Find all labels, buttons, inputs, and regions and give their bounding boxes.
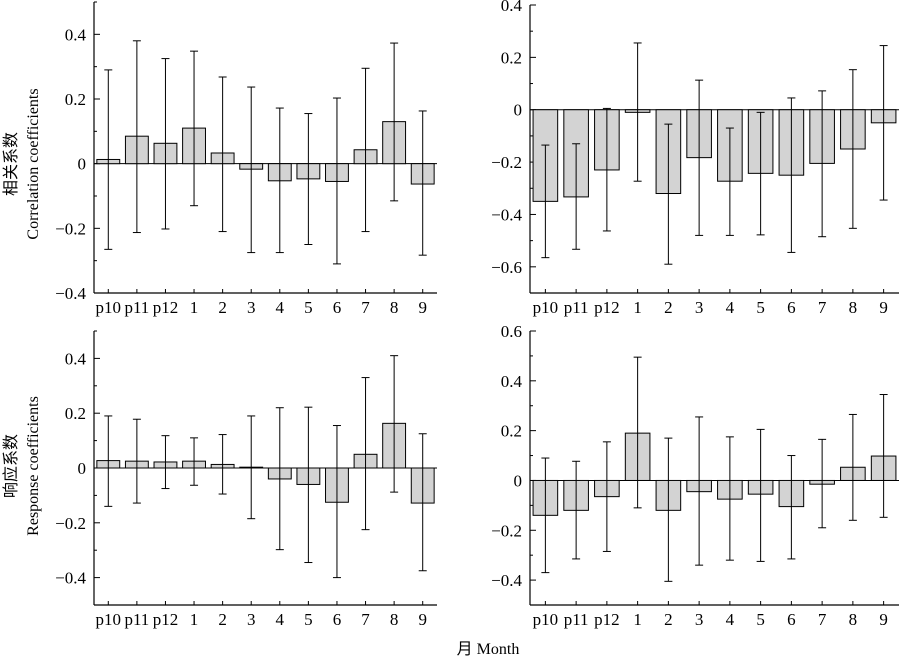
x-tick-label: 5 [756,298,765,317]
x-tick-label: 4 [276,298,285,317]
x-tick-label: 4 [726,298,735,317]
x-tick-label: 9 [418,298,427,317]
y-tick-label: −0.2 [55,219,86,238]
x-tick-label: 2 [218,610,227,629]
x-tick-label: p10 [96,298,122,317]
x-axis-label: 月 Month [457,641,520,658]
x-tick-label: 1 [190,298,199,317]
x-tick-label: p11 [564,298,589,317]
x-tick-label: p11 [124,610,149,629]
y-tick-label: 0.2 [501,422,522,441]
x-tick-label: 5 [304,610,313,629]
x-tick-label: p11 [124,298,149,317]
x-tick-label: 1 [633,610,642,629]
x-tick-label: 3 [247,298,256,317]
x-tick-label: 4 [726,610,735,629]
x-tick-label: 9 [879,610,888,629]
x-tick-label: 6 [333,298,342,317]
y-tick-label: 0.2 [65,90,86,109]
x-tick-label: 5 [304,298,313,317]
x-tick-label: 7 [818,610,827,629]
x-tick-label: p12 [153,610,179,629]
y-tick-label: 0 [78,459,87,478]
x-tick-label: 8 [390,298,399,317]
x-tick-label: 2 [664,298,673,317]
x-tick-label: p12 [594,298,620,317]
y-tick-label: 0.6 [501,322,522,341]
x-tick-label: 8 [849,298,858,317]
x-tick-label: 7 [361,610,370,629]
x-tick-label: 6 [333,610,342,629]
chart-panel-top-left: −0.4 −0.2 0 0.2 0.4 p10 p11 p12 1 2 3 4 5 6 7 8 9 [55,1,437,317]
y-tick-label: 0.4 [65,349,87,368]
ylabel-bottom-en: Response coefficients [25,396,42,536]
x-tick-label: 3 [695,610,704,629]
x-tick-label: 5 [756,610,765,629]
x-tick-label: 6 [787,610,796,629]
ylabel-top-cn: 相关系数 [2,132,20,196]
y-tick-label: 0.4 [501,372,523,391]
y-tick-label: 0.2 [501,48,522,67]
x-tick-label: 1 [190,610,199,629]
y-tick-label: 0 [78,155,87,174]
y-tick-label: 0.4 [501,0,523,15]
y-tick-label: 0.2 [65,404,86,423]
y-tick-label: −0.6 [491,258,522,277]
x-tick-label: 9 [879,298,888,317]
x-tick-label: 2 [664,610,673,629]
y-tick-label: 0.4 [65,25,87,44]
x-tick-label: 6 [787,298,796,317]
y-tick-label: 0 [514,101,523,120]
x-tick-label: p11 [564,610,589,629]
y-tick-label: 0 [514,471,523,490]
x-tick-label: 9 [418,610,427,629]
x-tick-label: p10 [96,610,122,629]
x-tick-label: 2 [218,298,227,317]
y-tick-label: −0.4 [491,205,522,224]
chart-panel-bottom-right: −0.4 −0.2 0 0.2 0.4 0.6 p10 p11 p12 1 2 3 4 5 6 7 8 9 [491,322,899,629]
x-tick-label: p10 [533,610,559,629]
y-tick-label: −0.4 [491,571,522,590]
y-tick-label: −0.2 [55,514,86,533]
chart-panel-bottom-left: −0.4 −0.2 0 0.2 0.4 p10 p11 p12 1 2 3 4 5 6 7 8 9 [55,330,437,629]
x-tick-label: 8 [849,610,858,629]
x-tick-label: 3 [695,298,704,317]
y-tick-label: −0.4 [55,284,86,303]
y-tick-label: −0.2 [491,521,522,540]
x-tick-label: 3 [247,610,256,629]
x-tick-label: 8 [390,610,399,629]
x-tick-label: p10 [533,298,559,317]
y-tick-label: −0.2 [491,153,522,172]
x-tick-label: p12 [594,610,620,629]
chart-panel-top-right: −0.6 −0.4 −0.2 0 0.2 0.4 p10 p11 p12 1 2 3 4 5 6 7 8 9 [491,0,899,317]
ylabel-top-en: Correlation coefficients [25,88,42,239]
x-tick-label: p12 [153,298,179,317]
x-tick-label: 1 [633,298,642,317]
x-tick-label: 7 [818,298,827,317]
x-tick-label: 4 [276,610,285,629]
ylabel-bottom-cn: 响应系数 [1,434,20,498]
x-tick-label: 7 [361,298,370,317]
y-tick-label: −0.4 [55,569,86,588]
